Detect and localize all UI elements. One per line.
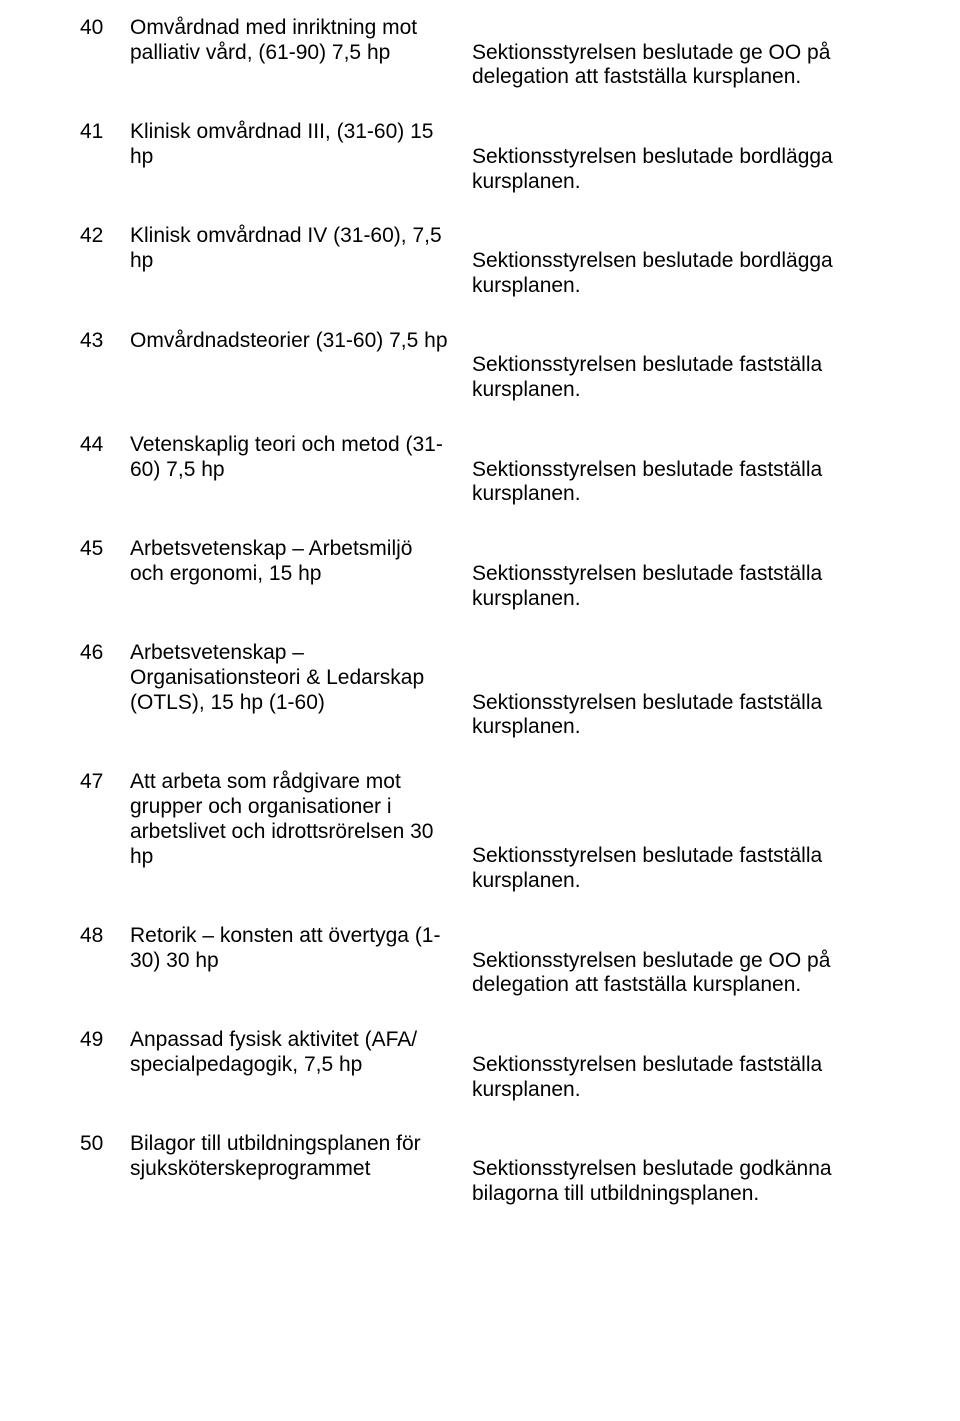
item-decision: Sektionsstyrelsen beslutade fastställa k…: [470, 770, 880, 894]
item-decision: Sektionsstyrelsen beslutade ge OO på del…: [470, 16, 880, 90]
item-decision: Sektionsstyrelsen beslutade fastställa k…: [470, 537, 880, 611]
item-number: 50: [80, 1132, 130, 1157]
item-number: 47: [80, 770, 130, 795]
item-title: Anpassad fysisk aktivitet (AFA/ specialp…: [130, 1028, 470, 1078]
item-decision: Sektionsstyrelsen beslutade fastställa k…: [470, 329, 880, 403]
item-title: Klinisk omvårdnad III, (31-60) 15 hp: [130, 120, 470, 170]
item-number: 46: [80, 641, 130, 666]
list-item: 41 Klinisk omvårdnad III, (31-60) 15 hp …: [80, 120, 880, 194]
item-title: Klinisk omvårdnad IV (31-60), 7,5 hp: [130, 224, 470, 274]
item-title: Retorik – konsten att övertyga (1-30) 30…: [130, 924, 470, 974]
item-decision: Sektionsstyrelsen beslutade ge OO på del…: [470, 924, 880, 998]
item-title: Arbetsvetenskap – Arbetsmiljö och ergono…: [130, 537, 470, 587]
list-item: 43 Omvårdnadsteorier (31-60) 7,5 hp Sekt…: [80, 329, 880, 403]
item-title: Omvårdnad med inriktning mot palliativ v…: [130, 16, 470, 66]
item-number: 43: [80, 329, 130, 354]
list-item: 46 Arbetsvetenskap – Organisationsteori …: [80, 641, 880, 740]
item-title: Vetenskaplig teori och metod (31-60) 7,5…: [130, 433, 470, 483]
item-decision: Sektionsstyrelsen beslutade bordlägga ku…: [470, 224, 880, 298]
item-title: Att arbeta som rådgivare mot grupper och…: [130, 770, 470, 869]
list-item: 48 Retorik – konsten att övertyga (1-30)…: [80, 924, 880, 998]
item-number: 48: [80, 924, 130, 949]
list-item: 47 Att arbeta som rådgivare mot grupper …: [80, 770, 880, 894]
list-item: 49 Anpassad fysisk aktivitet (AFA/ speci…: [80, 1028, 880, 1102]
item-decision: Sektionsstyrelsen beslutade fastställa k…: [470, 1028, 880, 1102]
item-decision: Sektionsstyrelsen beslutade bordlägga ku…: [470, 120, 880, 194]
list-item: 44 Vetenskaplig teori och metod (31-60) …: [80, 433, 880, 507]
item-decision: Sektionsstyrelsen beslutade godkänna bil…: [470, 1132, 880, 1206]
item-number: 41: [80, 120, 130, 145]
list-item: 42 Klinisk omvårdnad IV (31-60), 7,5 hp …: [80, 224, 880, 298]
list-item: 45 Arbetsvetenskap – Arbetsmiljö och erg…: [80, 537, 880, 611]
item-title: Omvårdnadsteorier (31-60) 7,5 hp: [130, 329, 470, 354]
item-number: 44: [80, 433, 130, 458]
list-item: 50 Bilagor till utbildningsplanen för sj…: [80, 1132, 880, 1206]
item-number: 40: [80, 16, 130, 41]
item-title: Arbetsvetenskap – Organisationsteori & L…: [130, 641, 470, 715]
item-decision: Sektionsstyrelsen beslutade fastställa k…: [470, 641, 880, 740]
item-decision: Sektionsstyrelsen beslutade fastställa k…: [470, 433, 880, 507]
item-title: Bilagor till utbildningsplanen för sjuks…: [130, 1132, 470, 1182]
item-number: 45: [80, 537, 130, 562]
list-item: 40 Omvårdnad med inriktning mot palliati…: [80, 16, 880, 90]
item-number: 49: [80, 1028, 130, 1053]
item-number: 42: [80, 224, 130, 249]
